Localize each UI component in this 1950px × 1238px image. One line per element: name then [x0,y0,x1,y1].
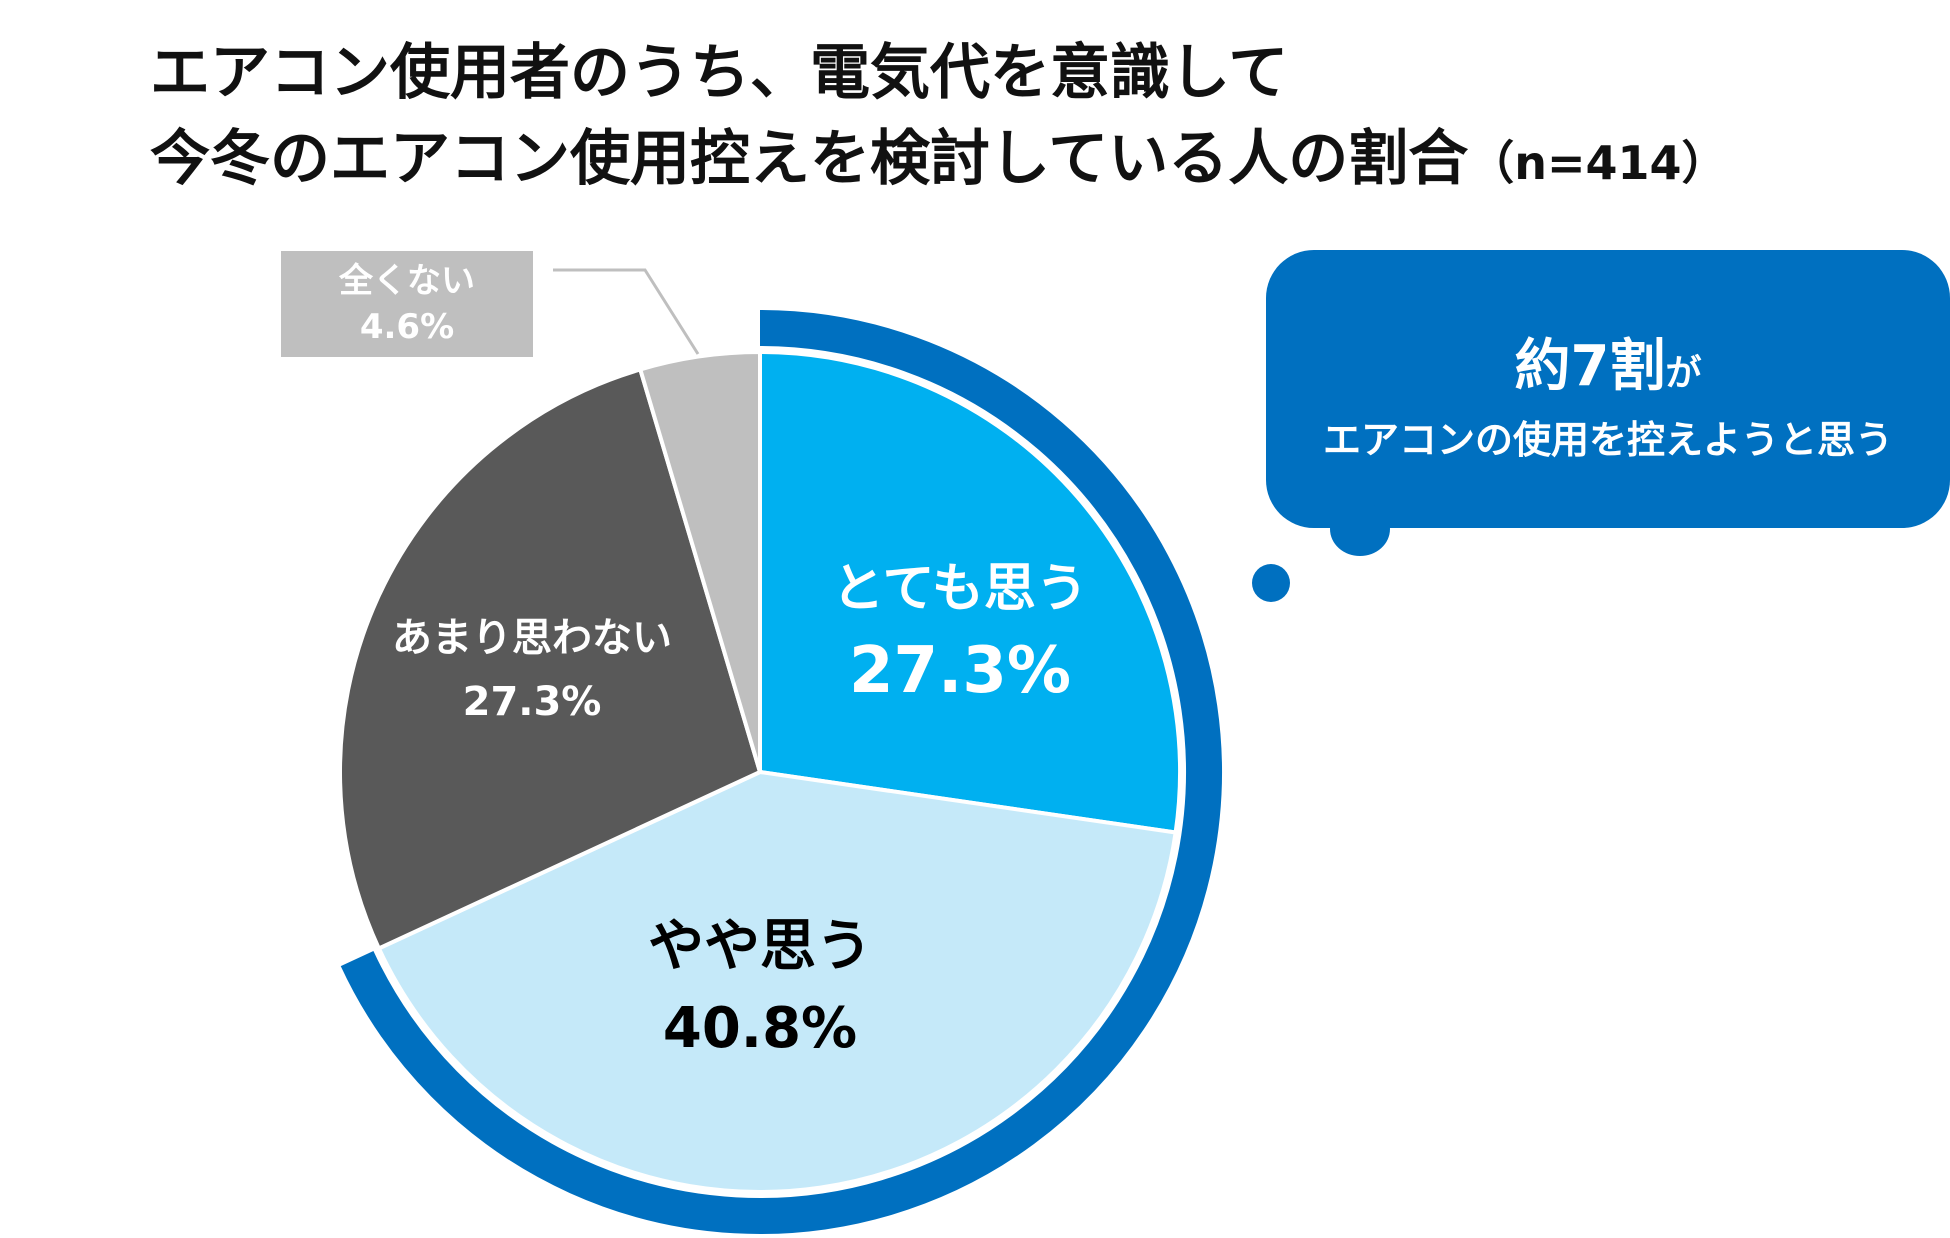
callout-tail-circle [1330,502,1390,556]
slice-label-mattaku-name: 全くない [339,261,475,301]
callout-bubble: 約7割が エアコンの使用を控えようと思う [1266,250,1950,528]
slice-label-mattaku: 全くない 4.6% [281,251,533,357]
slice-yaya [376,770,1178,1194]
slice-amari [338,367,762,951]
slice-label-mattaku-value: 4.6% [359,307,455,347]
slice-label-totemo-value: 27.3% [848,634,1072,708]
slice-label-totemo-name: とても思う [832,559,1088,619]
highlight-ring [340,310,1222,1234]
slice-label-yaya-value: 40.8% [662,996,858,1061]
slice-label-yaya: やや思う 40.8% [648,906,872,1070]
slice-totemo [758,350,1182,835]
slice-label-amari-value: 27.3% [462,679,602,725]
callout-main: 約7割 [1514,334,1666,399]
callout-suffix: が [1665,353,1702,394]
slice-label-amari: あまり思わない 27.3% [392,606,672,734]
sample-size: （n=414） [1468,136,1728,190]
callout-sub: エアコンの使用を控えようと思う [1322,418,1893,462]
title-line-1: エアコン使用者のうち、電気代を意識して [150,38,1289,108]
slice-label-totemo: とても思う 27.3% [832,548,1088,712]
title-line-2: 今冬のエアコン使用控えを検討している人の割合 [150,124,1469,194]
callout-main-line: 約7割が [1266,332,1950,409]
slice-label-amari-name: あまり思わない [392,615,672,661]
leader-line [553,268,700,355]
callout-dot [1252,564,1290,602]
slice-mattaku [638,350,762,774]
chart-title: エアコン使用者のうち、電気代を意識して 今冬のエアコン使用控えを検討している人の… [150,30,1728,206]
slice-label-yaya-name: やや思う [648,914,872,979]
